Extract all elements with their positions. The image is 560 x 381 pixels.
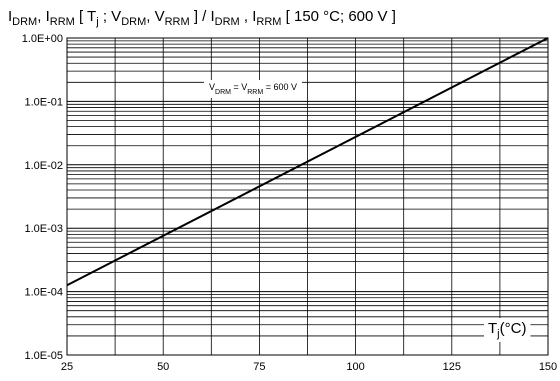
text-part: I [8,8,12,25]
text-part: [ 150 °C; 600 V ] [281,8,395,25]
series-line [66,37,549,287]
y-tick-label: 1.0E-04 [24,287,63,299]
text-part: RRM [165,16,190,28]
text-part: ; V [99,8,122,25]
y-tick-label: 1.0E-02 [24,160,63,172]
text-part: DRM [215,16,240,28]
y-tick-label: 1.0E+00 [22,33,63,45]
x-tick-label: 125 [443,361,461,373]
text-part: = V [231,82,247,92]
y-tick-label: 1.0E-01 [24,96,63,108]
text-part: , I [37,8,50,25]
text-part: DRM [215,89,231,96]
plot-frame [66,37,549,356]
x-axis-label: Tj(°C) [488,320,526,340]
text-part: DRM [12,16,37,28]
text-part: = 600 V [263,82,297,92]
text-part: RRM [50,16,75,28]
text-part: j [496,328,499,340]
annotation-background [204,80,302,98]
y-tick-label: 1.0E-05 [24,350,63,362]
x-tick-label: 75 [253,361,265,373]
y-tick-labels: 1.0E-05 1.0E-04 1.0E-03 1.0E-02 1.0E-01 1.0E+… [22,33,63,362]
text-part: (°C) [500,320,527,337]
text-part: V [209,82,215,92]
text-part: ] / I [190,8,215,25]
text-part: , I [240,8,257,25]
x-tick-label: 150 [539,361,557,373]
annotation-label: VDRM = VRRM = 600 V [209,82,297,96]
series-layer [66,37,549,287]
text-part: j [95,16,98,28]
y-tick-label: 1.0E-03 [24,223,63,235]
x-tick-labels: 25 50 75 100 125 150 [61,361,557,373]
x-tick-label: 25 [61,361,73,373]
x-tick-label: 100 [346,361,364,373]
text-part: DRM [121,16,146,28]
text-part: [ T [75,8,96,25]
text-part: RRM [256,16,281,28]
text-part: T [488,320,497,337]
text-part: RRM [247,89,263,96]
chart-title: IDRM, IRRM [ Tj ; VDRM, VRRM ] / IDRM , … [8,8,396,28]
x-axis-label-background [484,318,531,342]
x-tick-label: 50 [157,361,169,373]
text-part: , V [146,8,164,25]
grid-layer [66,38,549,356]
